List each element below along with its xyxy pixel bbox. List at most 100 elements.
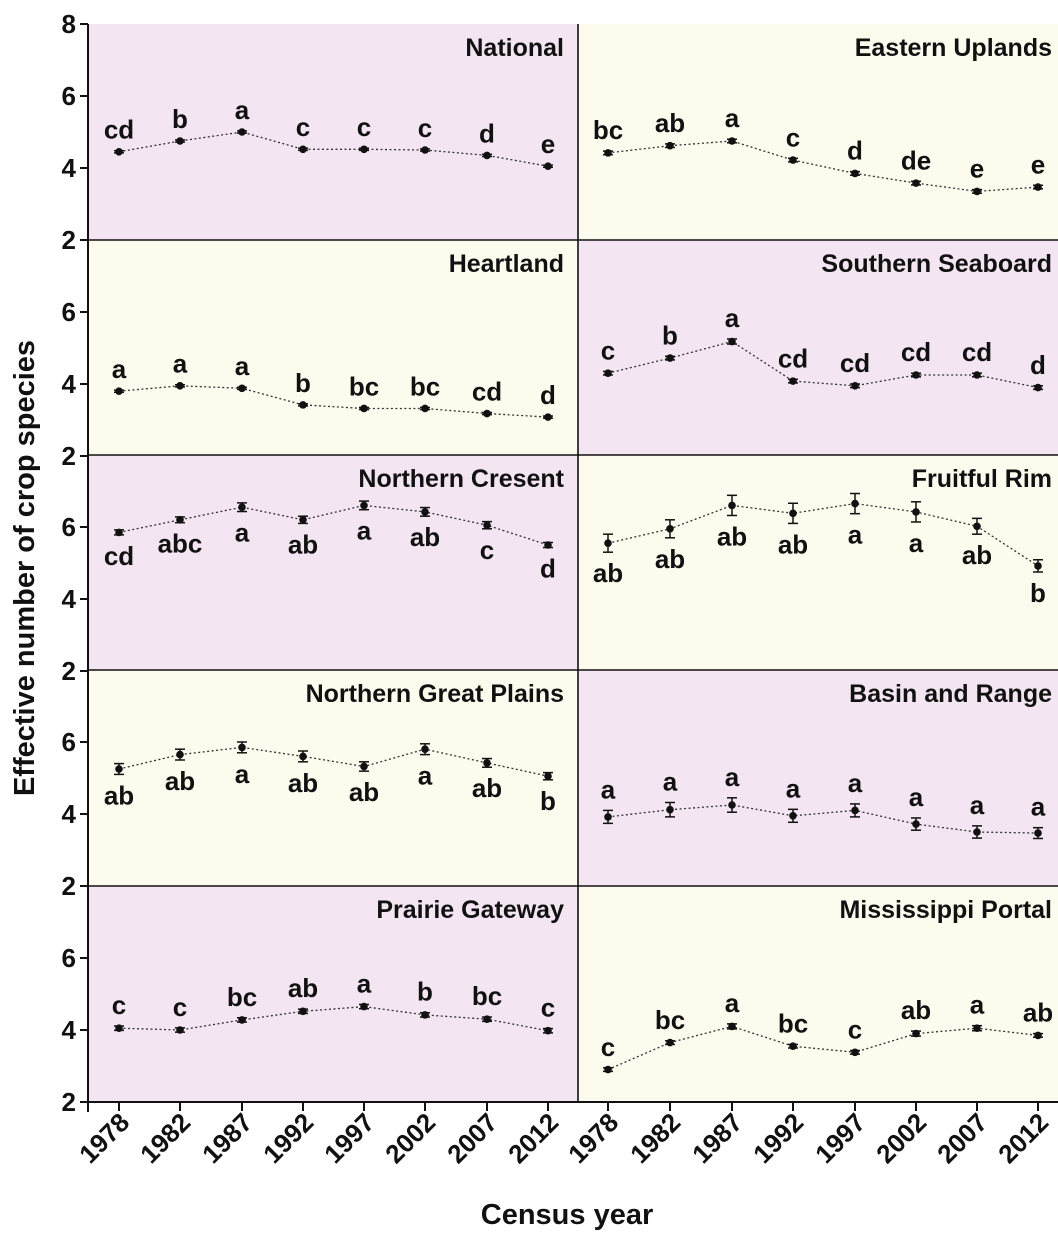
data-point: [483, 1015, 491, 1023]
data-point: [115, 765, 123, 773]
panel-background: [578, 240, 1058, 456]
significance-letter: ab: [717, 521, 747, 551]
y-tick-label: 2: [62, 656, 76, 686]
x-tick-label: 1997: [809, 1107, 871, 1169]
series-line: [118, 131, 549, 167]
data-point: [238, 128, 246, 136]
data-point: [421, 1011, 429, 1019]
significance-letter: c: [786, 122, 800, 152]
significance-letter: cd: [962, 337, 992, 367]
data-point: [789, 156, 797, 164]
series-line: [607, 1025, 1039, 1071]
data-point: [728, 337, 736, 346]
data-point: [483, 151, 491, 160]
y-tick-label: 4: [62, 369, 77, 399]
data-point: [238, 743, 246, 752]
data-point: [483, 759, 491, 767]
panel-title: Eastern Uplands: [855, 34, 1052, 62]
panel-background: [578, 24, 1058, 240]
significance-letter: ab: [655, 108, 685, 138]
y-tick-label: 4: [62, 153, 77, 183]
significance-letter: a: [909, 528, 924, 558]
significance-letter: c: [601, 1032, 615, 1062]
data-point: [851, 169, 859, 178]
y-tick-label: 2: [62, 1087, 76, 1117]
data-point: [728, 801, 736, 809]
panel-title: Northern Cresent: [358, 465, 564, 493]
x-tick-label: 2012: [992, 1107, 1054, 1169]
x-tick-label: 1987: [686, 1107, 748, 1169]
significance-letter: e: [970, 154, 984, 184]
panel-background: [88, 240, 578, 456]
data-point: [973, 1024, 981, 1032]
panel-title: Basin and Range: [849, 680, 1052, 708]
significance-letter: ab: [104, 780, 134, 810]
significance-letter: d: [1030, 350, 1046, 380]
panel-basin-and-range: Basin and Range a a a a a a a a: [578, 670, 1058, 886]
significance-letter: c: [112, 990, 126, 1020]
x-tick-label: 1978: [73, 1107, 135, 1169]
significance-letter: a: [1031, 792, 1046, 822]
significance-letter: ab: [655, 544, 685, 574]
significance-letter: bc: [778, 1008, 808, 1038]
significance-letter: ab: [901, 995, 931, 1025]
data-point: [973, 371, 981, 379]
significance-letter: a: [725, 303, 740, 333]
y-tick-label: 6: [62, 727, 76, 757]
significance-letter: a: [663, 766, 678, 796]
data-point: [789, 509, 797, 518]
x-axis-title: Census year: [481, 1199, 654, 1231]
x-tick-label: 2002: [379, 1107, 441, 1169]
data-point: [176, 750, 184, 759]
data-point: [360, 404, 368, 413]
significance-letter: a: [235, 351, 250, 381]
series-line: [607, 804, 1039, 834]
significance-letter: a: [601, 774, 616, 804]
data-point: [483, 521, 491, 529]
data-point: [238, 384, 246, 393]
significance-letter: b: [417, 977, 433, 1007]
significance-letter: c: [357, 112, 371, 142]
data-point: [115, 148, 123, 156]
y-tick-label: 6: [62, 81, 76, 111]
significance-letter: a: [725, 762, 740, 792]
data-point: [666, 1038, 674, 1047]
significance-letter: ab: [165, 766, 195, 796]
data-point: [176, 382, 184, 390]
significance-letter: a: [112, 354, 127, 384]
significance-letter: ab: [288, 529, 318, 559]
significance-letter: ab: [288, 768, 318, 798]
y-tick-label: 2: [62, 441, 76, 471]
series-line: [118, 746, 549, 777]
significance-letter: d: [540, 554, 556, 584]
significance-letter: a: [173, 349, 188, 379]
panel-background: [88, 886, 578, 1102]
data-point: [544, 772, 552, 780]
significance-letter: e: [1031, 149, 1045, 179]
significance-letter: c: [848, 1015, 862, 1045]
significance-letter: a: [848, 768, 863, 798]
data-point: [115, 1024, 123, 1032]
y-tick-label: 4: [62, 584, 77, 614]
data-point: [544, 1026, 552, 1035]
series-line: [118, 1005, 549, 1032]
data-point: [912, 820, 920, 828]
panel-northern-great-plains: Northern Great Plains ab ab a ab ab a ab b: [88, 670, 578, 886]
data-point: [1034, 829, 1042, 837]
significance-letter: a: [235, 95, 250, 125]
data-point: [789, 1042, 797, 1050]
panel-title: Mississippi Portal: [839, 896, 1052, 924]
data-point: [176, 1026, 184, 1034]
data-point: [851, 499, 859, 508]
panel-mississippi-portal: Mississippi Portal c bc a bc c ab a ab: [578, 886, 1058, 1102]
significance-letter: cd: [840, 348, 870, 378]
significance-letter: b: [172, 104, 188, 134]
data-point: [666, 354, 674, 362]
panel-southern-seaboard: Southern Seaboard c b a cd cd cd cd d: [578, 240, 1058, 456]
series-line: [118, 504, 549, 546]
significance-letter: c: [601, 335, 615, 365]
significance-letter: a: [725, 988, 740, 1018]
